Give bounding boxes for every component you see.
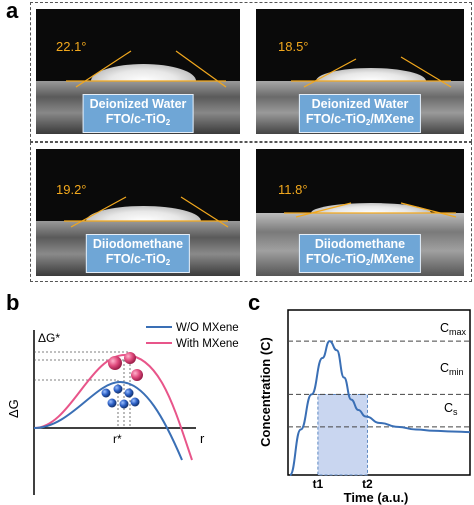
- droplet: [316, 68, 426, 81]
- tangent-lines: [66, 50, 227, 88]
- blue-nuclei: [101, 384, 140, 409]
- plot-frame: [287, 309, 471, 476]
- sample-label: Deionized Water FTO/c-TiO2: [82, 94, 194, 133]
- legend-with-mxene: With MXene: [176, 338, 239, 350]
- droplet: [91, 64, 196, 81]
- contact-angle-value: 19.2°: [56, 182, 87, 197]
- liquid-name: Diiodomethane: [314, 237, 406, 251]
- liquid-name: Diiodomethane: [92, 237, 184, 251]
- barrier-label: ΔG*: [38, 331, 60, 345]
- panel-c-letter: c: [248, 290, 261, 315]
- substrate-name: FTO/c-TiO2: [105, 252, 171, 267]
- liquid-name: Deionized Water: [89, 97, 187, 111]
- concentration-levels: [288, 340, 470, 428]
- nucleation-energy-diagram: ΔG ΔG* r r* W/O MXene With MXene: [6, 322, 239, 495]
- contact-angle-photo-water-mxene: 18.5° Deionized Water FTO/c-TiO2/MXene: [256, 9, 464, 134]
- x-axis-end-label: r: [200, 431, 205, 446]
- critical-radius-label: r*: [113, 432, 122, 446]
- substrate-name: FTO/c-TiO2/MXene: [305, 252, 415, 267]
- t1-label: t1: [313, 477, 324, 491]
- legend-wo-mxene: W/O MXene: [176, 322, 239, 334]
- contact-angle-value: 11.8°: [278, 182, 308, 197]
- panel-a-top-frame: [30, 2, 472, 142]
- pink-nuclei: [108, 352, 143, 381]
- tangent-lines: [291, 56, 452, 88]
- substrate-name: FTO/c-TiO2/MXene: [305, 112, 415, 127]
- shaded-nucleation-window: [317, 394, 368, 476]
- panel-a-letter: a: [6, 0, 19, 23]
- y-axis-label: Concentration (C): [258, 337, 273, 447]
- cmax-label: Cmax: [440, 321, 467, 337]
- liquid-name: Deionized Water: [311, 97, 409, 111]
- droplet: [86, 206, 201, 221]
- x-axis-label: Time (a.u.): [344, 490, 409, 505]
- contact-angle-value: 18.5°: [278, 39, 309, 54]
- droplet: [311, 203, 431, 213]
- contact-angle-value: 22.1°: [56, 39, 87, 54]
- tangent-lines: [284, 202, 457, 218]
- contact-angle-photo-water-tio2: 22.1° Deionized Water FTO/c-TiO2: [36, 9, 240, 134]
- concentration-time-chart: t1 t2 Time (a.u.) Concentration (C) Cmax…: [258, 309, 471, 505]
- contact-angle-photo-diiodo-tio2: 19.2° Diiodomethane FTO/c-TiO2: [36, 149, 240, 276]
- y-axis-label: ΔG: [6, 399, 21, 418]
- contact-angle-photo-diiodo-mxene: 11.8° Diiodomethane FTO/c-TiO2/MXene: [256, 149, 464, 276]
- sample-label: Diiodomethane FTO/c-TiO2/MXene: [298, 234, 422, 273]
- cmin-label: Cmin: [440, 361, 464, 377]
- t2-label: t2: [362, 477, 373, 491]
- panel-a-bottom-frame: [30, 142, 472, 282]
- curve-without-mxene: [33, 380, 183, 461]
- concentration-curve: [289, 340, 471, 476]
- substrate-name: FTO/c-TiO2: [105, 112, 171, 127]
- cs-label: Cs: [444, 401, 458, 417]
- legend: W/O MXene With MXene: [146, 322, 239, 350]
- panel-b-letter: b: [6, 290, 20, 315]
- sample-label: Diiodomethane FTO/c-TiO2: [85, 234, 191, 273]
- sample-label: Deionized Water FTO/c-TiO2/MXene: [298, 94, 422, 133]
- tangent-lines: [64, 196, 229, 228]
